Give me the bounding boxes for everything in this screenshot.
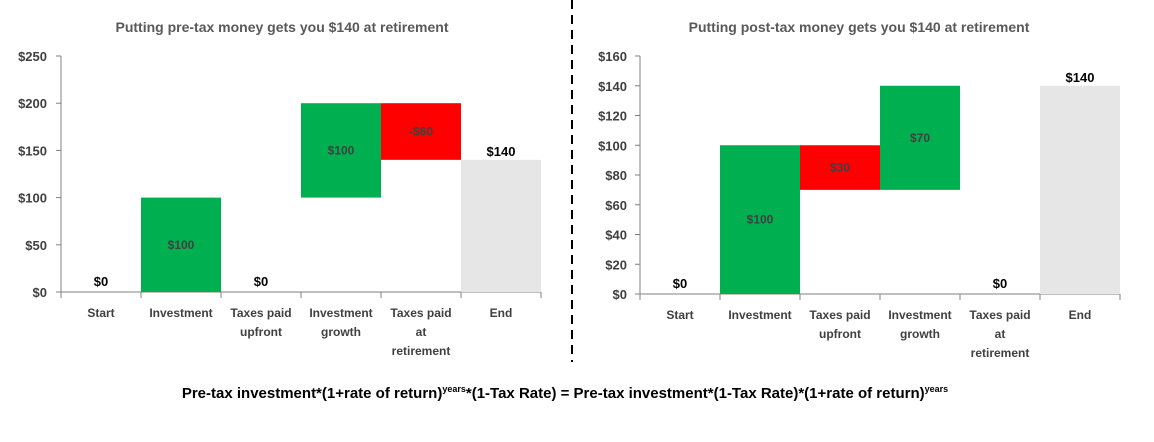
y-tick-label: $100	[598, 138, 627, 153]
increase-bar	[880, 85, 960, 190]
pre-tax-waterfall-chart: Putting pre-tax money gets you $140 at r…	[18, 19, 542, 358]
formula-left-exponent: years	[442, 384, 466, 394]
y-tick-label: $160	[598, 49, 627, 64]
data-label: $0	[673, 276, 687, 291]
data-label: $70	[910, 131, 930, 145]
formula-middle: *(1-Tax Rate) = Pre-tax investment*(1-Ta…	[465, 385, 925, 402]
y-tick-label: $50	[25, 238, 47, 253]
x-category-label: Start	[666, 308, 693, 322]
increase-bar	[301, 103, 381, 198]
x-category-label: Taxes paid upfront	[809, 308, 870, 341]
x-category-label: Taxes paid at retirement	[390, 306, 451, 358]
y-tick-label: $140	[598, 79, 627, 94]
y-tick-label: $40	[605, 228, 627, 243]
data-label: $0	[94, 274, 108, 289]
y-tick-label: $60	[605, 198, 627, 213]
y-tick-label: $80	[605, 168, 627, 183]
y-tick-label: $0	[33, 285, 47, 300]
y-tick-label: $100	[18, 191, 47, 206]
x-category-label: Investment growth	[309, 306, 372, 339]
formula: Pre-tax investment*(1+rate of return)yea…	[0, 384, 1130, 402]
x-category-label: Taxes paid at retirement	[969, 308, 1030, 360]
formula-right-exponent: years	[924, 384, 949, 394]
y-tick-label: $250	[18, 49, 47, 64]
data-label: $100	[747, 213, 774, 227]
x-category-label: Taxes paid upfront	[230, 306, 291, 339]
data-label: $0	[254, 274, 268, 289]
x-category-label: Start	[87, 306, 114, 320]
increase-bar	[720, 145, 800, 294]
x-category-label: Investment	[728, 308, 791, 322]
total-bar	[461, 159, 541, 292]
y-tick-label: $120	[598, 109, 627, 124]
y-tick-label: $0	[613, 287, 627, 302]
data-label: $0	[993, 276, 1007, 291]
data-label: $140	[487, 144, 516, 159]
y-tick-label: $200	[18, 96, 47, 111]
x-category-label: End	[1069, 308, 1092, 322]
data-label: -$60	[409, 125, 433, 139]
chart-title: Putting pre-tax money gets you $140 at r…	[116, 19, 449, 35]
chart-title: Putting post-tax money gets you $140 at …	[689, 19, 1030, 35]
decrease-bar	[800, 145, 880, 190]
y-tick-label: $150	[18, 143, 47, 158]
total-bar	[1040, 85, 1120, 294]
increase-bar	[141, 197, 221, 292]
y-tick-label: $20	[605, 257, 627, 272]
data-label: $140	[1066, 70, 1095, 85]
post-tax-waterfall-chart: Putting post-tax money gets you $140 at …	[598, 19, 1121, 360]
data-label: $30	[830, 161, 850, 175]
x-category-label: End	[490, 306, 513, 320]
x-category-label: Investment growth	[888, 308, 951, 341]
data-label: $100	[168, 238, 195, 252]
x-category-label: Investment	[149, 306, 212, 320]
data-label: $100	[328, 143, 355, 157]
formula-left: Pre-tax investment*(1+rate of return)	[181, 385, 443, 402]
decrease-bar	[381, 103, 461, 160]
